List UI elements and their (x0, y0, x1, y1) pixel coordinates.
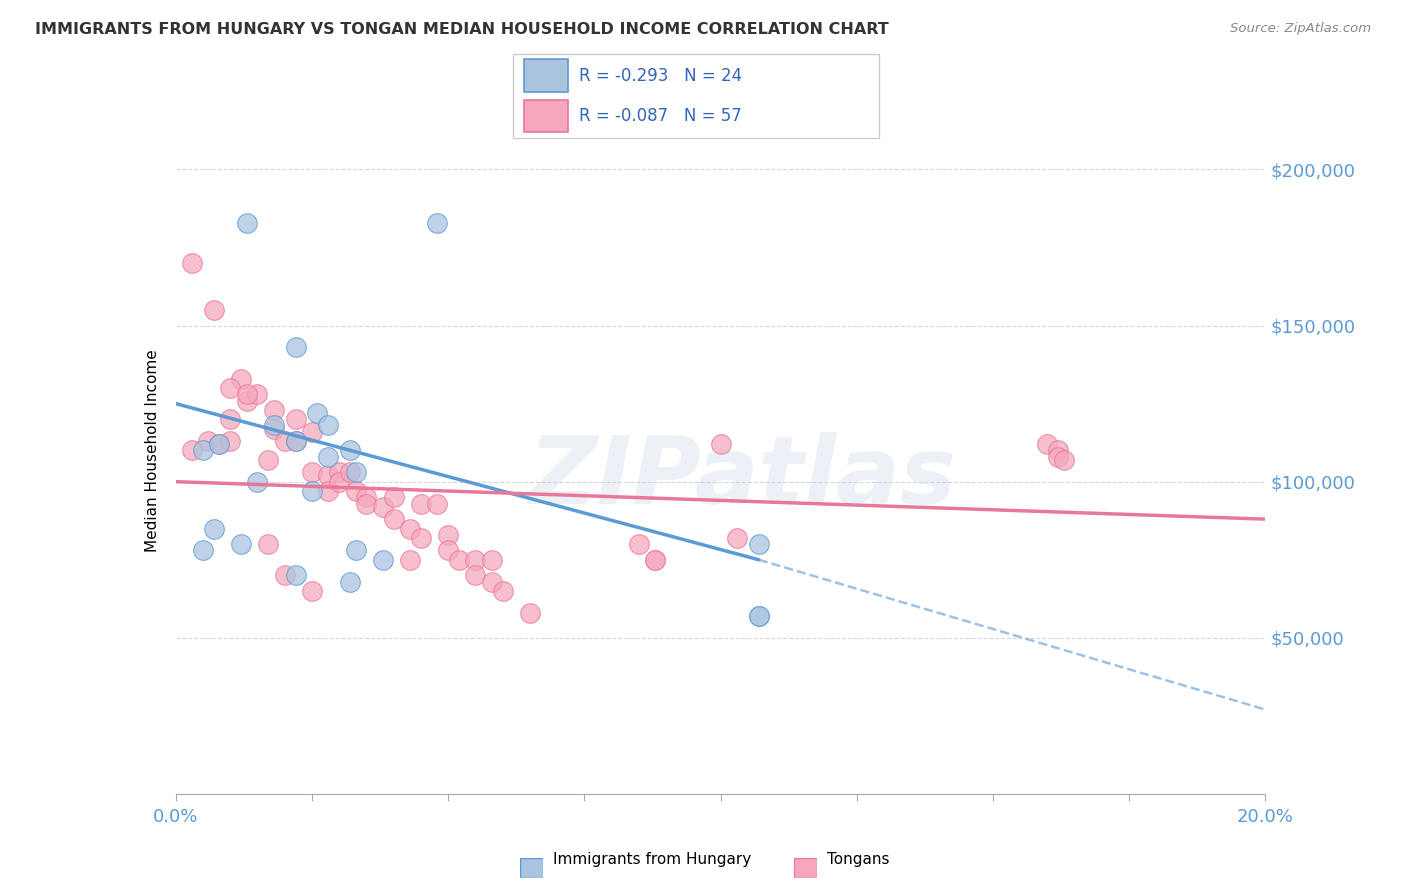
Y-axis label: Median Household Income: Median Household Income (145, 349, 160, 552)
Point (246, 387, 269, 401)
Point (328, 466, 350, 480)
Point (219, 412, 242, 426)
Point (426, 215, 449, 229)
Point (339, 443, 361, 458)
Point (197, 434, 219, 449)
FancyBboxPatch shape (524, 60, 568, 92)
Point (382, 512, 405, 526)
Point (301, 483, 323, 498)
Point (492, 583, 515, 598)
Point (284, 412, 307, 426)
Point (246, 475, 269, 489)
Point (263, 418, 285, 433)
Point (318, 468, 340, 483)
Point (202, 303, 225, 318)
Point (284, 340, 307, 354)
Point (257, 537, 280, 551)
Point (263, 403, 285, 417)
FancyBboxPatch shape (520, 858, 543, 878)
Point (263, 422, 285, 436)
Text: IMMIGRANTS FROM HUNGARY VS TONGAN MEDIAN HOUSEHOLD INCOME CORRELATION CHART: IMMIGRANTS FROM HUNGARY VS TONGAN MEDIAN… (35, 22, 889, 37)
Point (219, 381, 242, 395)
Text: Source: ZipAtlas.com: Source: ZipAtlas.com (1230, 22, 1371, 36)
FancyBboxPatch shape (794, 858, 817, 878)
Point (399, 552, 422, 567)
Point (371, 552, 394, 567)
FancyBboxPatch shape (513, 54, 879, 138)
Text: R = -0.293   N = 24: R = -0.293 N = 24 (579, 67, 742, 85)
Point (219, 434, 242, 449)
Point (284, 434, 307, 449)
Point (318, 418, 340, 433)
FancyBboxPatch shape (524, 100, 568, 132)
Point (235, 393, 257, 408)
Point (356, 490, 378, 504)
Point (181, 256, 204, 270)
Point (748, 608, 770, 623)
Point (328, 475, 350, 489)
Point (202, 521, 225, 535)
Point (301, 425, 323, 439)
Point (274, 434, 297, 449)
Text: ZIPatlas: ZIPatlas (529, 432, 956, 524)
Point (464, 552, 486, 567)
Point (464, 568, 486, 582)
Point (284, 434, 307, 449)
Point (208, 437, 231, 451)
Point (437, 527, 460, 541)
Point (519, 606, 541, 620)
Point (257, 452, 280, 467)
Point (235, 387, 257, 401)
Point (447, 552, 470, 567)
Point (356, 496, 378, 510)
Point (382, 490, 405, 504)
Point (627, 537, 650, 551)
Point (231, 537, 253, 551)
Point (481, 552, 503, 567)
Point (344, 543, 367, 558)
Point (371, 500, 394, 514)
Point (208, 437, 231, 451)
Point (481, 574, 503, 589)
Point (399, 521, 422, 535)
Point (725, 531, 748, 545)
Point (307, 406, 329, 420)
Point (426, 496, 449, 510)
Point (748, 537, 770, 551)
Point (1047, 450, 1070, 464)
Point (235, 215, 257, 229)
Point (181, 443, 204, 458)
Point (1036, 437, 1059, 451)
Text: Tongans: Tongans (827, 852, 889, 867)
Point (339, 574, 361, 589)
Point (301, 583, 323, 598)
Point (409, 531, 432, 545)
Point (409, 496, 432, 510)
Point (748, 608, 770, 623)
Text: Immigrants from Hungary: Immigrants from Hungary (553, 852, 751, 867)
Point (301, 466, 323, 480)
Point (344, 483, 367, 498)
Point (231, 371, 253, 385)
Point (318, 483, 340, 498)
Point (1047, 443, 1070, 458)
Point (644, 552, 666, 567)
Point (710, 437, 733, 451)
Point (191, 443, 214, 458)
Point (437, 543, 460, 558)
Point (191, 543, 214, 558)
Point (644, 552, 666, 567)
Text: R = -0.087   N = 57: R = -0.087 N = 57 (579, 107, 742, 125)
Point (284, 568, 307, 582)
Point (274, 568, 297, 582)
Point (1053, 452, 1076, 467)
Point (318, 450, 340, 464)
Point (344, 466, 367, 480)
Point (339, 466, 361, 480)
